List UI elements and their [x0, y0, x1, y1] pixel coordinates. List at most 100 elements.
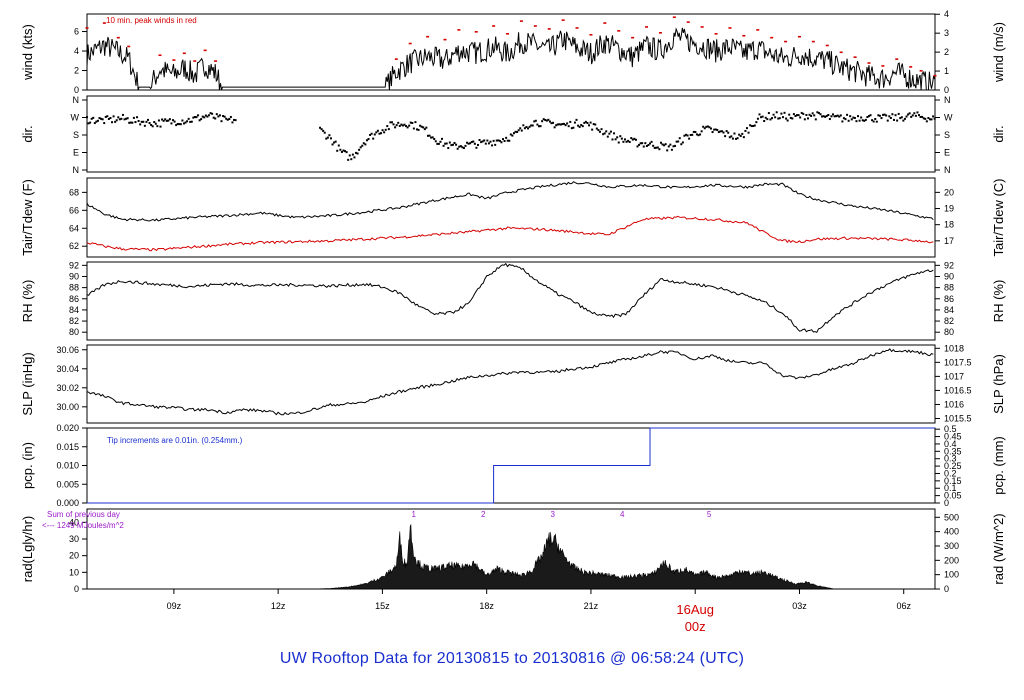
pcp-ytick-label-right: 0.05	[944, 491, 962, 501]
dir-point	[472, 140, 475, 143]
dir-point	[880, 117, 883, 120]
dir-point	[422, 126, 425, 129]
rh-ytick-label-left: 90	[69, 271, 79, 281]
dir-point	[129, 121, 132, 124]
dir-point	[390, 121, 393, 124]
dir-point	[791, 117, 794, 120]
dir-point	[645, 144, 648, 147]
pcp-ylabel-left: pcp. (in)	[20, 442, 35, 489]
wind-ytick-label-left: 0	[74, 85, 79, 95]
wind-peak-mark	[658, 32, 662, 34]
dir-point	[863, 119, 866, 122]
dir-point	[925, 120, 928, 123]
rh-ytick-label-left: 92	[69, 260, 79, 270]
dir-point	[561, 123, 564, 126]
dir-point	[634, 138, 637, 141]
slp-ytick-label-left: 30.00	[56, 402, 79, 412]
dir-point	[695, 133, 698, 136]
dir-point	[173, 120, 176, 123]
dir-point	[115, 119, 118, 122]
rad-hour-mark: 1	[411, 510, 416, 519]
dir-point	[139, 123, 142, 126]
dir-point	[475, 146, 478, 149]
dir-point	[758, 113, 761, 116]
dir-point	[403, 123, 406, 126]
pcp-ytick-label-left: 0.015	[56, 442, 79, 452]
rh-ytick-label-right: 90	[944, 271, 954, 281]
dir-point	[594, 123, 597, 126]
dir-point	[153, 121, 156, 124]
dir-point	[742, 136, 745, 139]
pcp-ytick-label-right: 0.15	[944, 476, 962, 486]
rad-ytick-label-right: 300	[944, 541, 959, 551]
wind-peak-mark	[672, 16, 676, 19]
dir-point	[198, 119, 201, 122]
dir-point	[206, 115, 209, 118]
dir-point	[467, 142, 470, 145]
dir-point	[406, 126, 409, 129]
dir-point	[613, 132, 616, 135]
rh-ytick-label-left: 88	[69, 283, 79, 293]
dir-point	[228, 118, 231, 121]
time-tick-label: 21z	[584, 601, 599, 611]
rad-ytick-label-left: 0	[74, 584, 79, 594]
dir-point	[167, 119, 170, 122]
dir-point	[731, 137, 734, 140]
wind-peak-mark	[853, 56, 857, 58]
dir-point	[783, 111, 786, 114]
dir-point	[136, 116, 139, 119]
dir-point	[558, 123, 561, 126]
dir-point	[727, 131, 730, 134]
dir-point	[92, 116, 95, 119]
dir-point	[892, 118, 895, 121]
wind-peak-mark	[408, 42, 412, 45]
dir-point	[728, 136, 731, 139]
wind-peak-mark	[85, 27, 89, 29]
wind-ytick-label-right: 4	[944, 9, 949, 19]
time-tick-label: 15z	[375, 601, 390, 611]
rh-ytick-label-left: 80	[69, 327, 79, 337]
temp-ytick-label-right: 20	[944, 187, 954, 197]
wind-peak-mark	[881, 65, 885, 67]
dir-point	[794, 114, 797, 117]
dir-point	[772, 113, 775, 116]
wind-ytick-label-left: 4	[74, 46, 79, 56]
dir-point	[380, 132, 383, 135]
dir-point	[749, 124, 752, 127]
wind-peak-mark	[127, 45, 131, 48]
dir-point	[89, 121, 92, 124]
dir-point	[131, 121, 134, 124]
time-tick-label: 06z	[896, 601, 911, 611]
temp-ytick-label-right: 18	[944, 220, 954, 230]
dir-point	[658, 148, 661, 151]
wind-peak-mark	[492, 25, 496, 27]
dir-point	[675, 140, 678, 143]
dir-point	[150, 123, 153, 126]
dir-point	[533, 120, 536, 123]
slp-ylabel-left: SLP (inHg)	[20, 352, 35, 415]
dir-point	[146, 118, 149, 121]
wind-peak-mark	[533, 25, 537, 27]
dir-point	[589, 121, 592, 124]
dir-point	[151, 125, 154, 128]
dir-point	[725, 130, 728, 133]
dir-point	[503, 140, 506, 143]
dir-point	[516, 131, 519, 134]
rad-ytick-label-left: 10	[69, 567, 79, 577]
wind-ytick-label-left: 6	[74, 27, 79, 37]
dir-point	[833, 115, 836, 118]
wind-peak-mark	[742, 34, 746, 37]
panel-temp: Tair/Tdew (F) Tair/Tdew (C) 62 64 66 68 17 18 19…	[20, 177, 1006, 258]
wind-peak-mark	[443, 38, 447, 41]
dir-point	[164, 118, 167, 121]
dir-point	[705, 125, 708, 128]
dir-point	[109, 117, 112, 120]
dir-point	[201, 115, 204, 118]
wind-peak-mark	[797, 35, 801, 38]
dir-point	[505, 136, 508, 139]
rad-ytick-label-left: 20	[69, 551, 79, 561]
dir-point	[692, 130, 695, 133]
dir-point	[450, 144, 453, 147]
dir-point	[674, 144, 677, 147]
slp-ytick-label-right: 1016.5	[944, 385, 972, 395]
